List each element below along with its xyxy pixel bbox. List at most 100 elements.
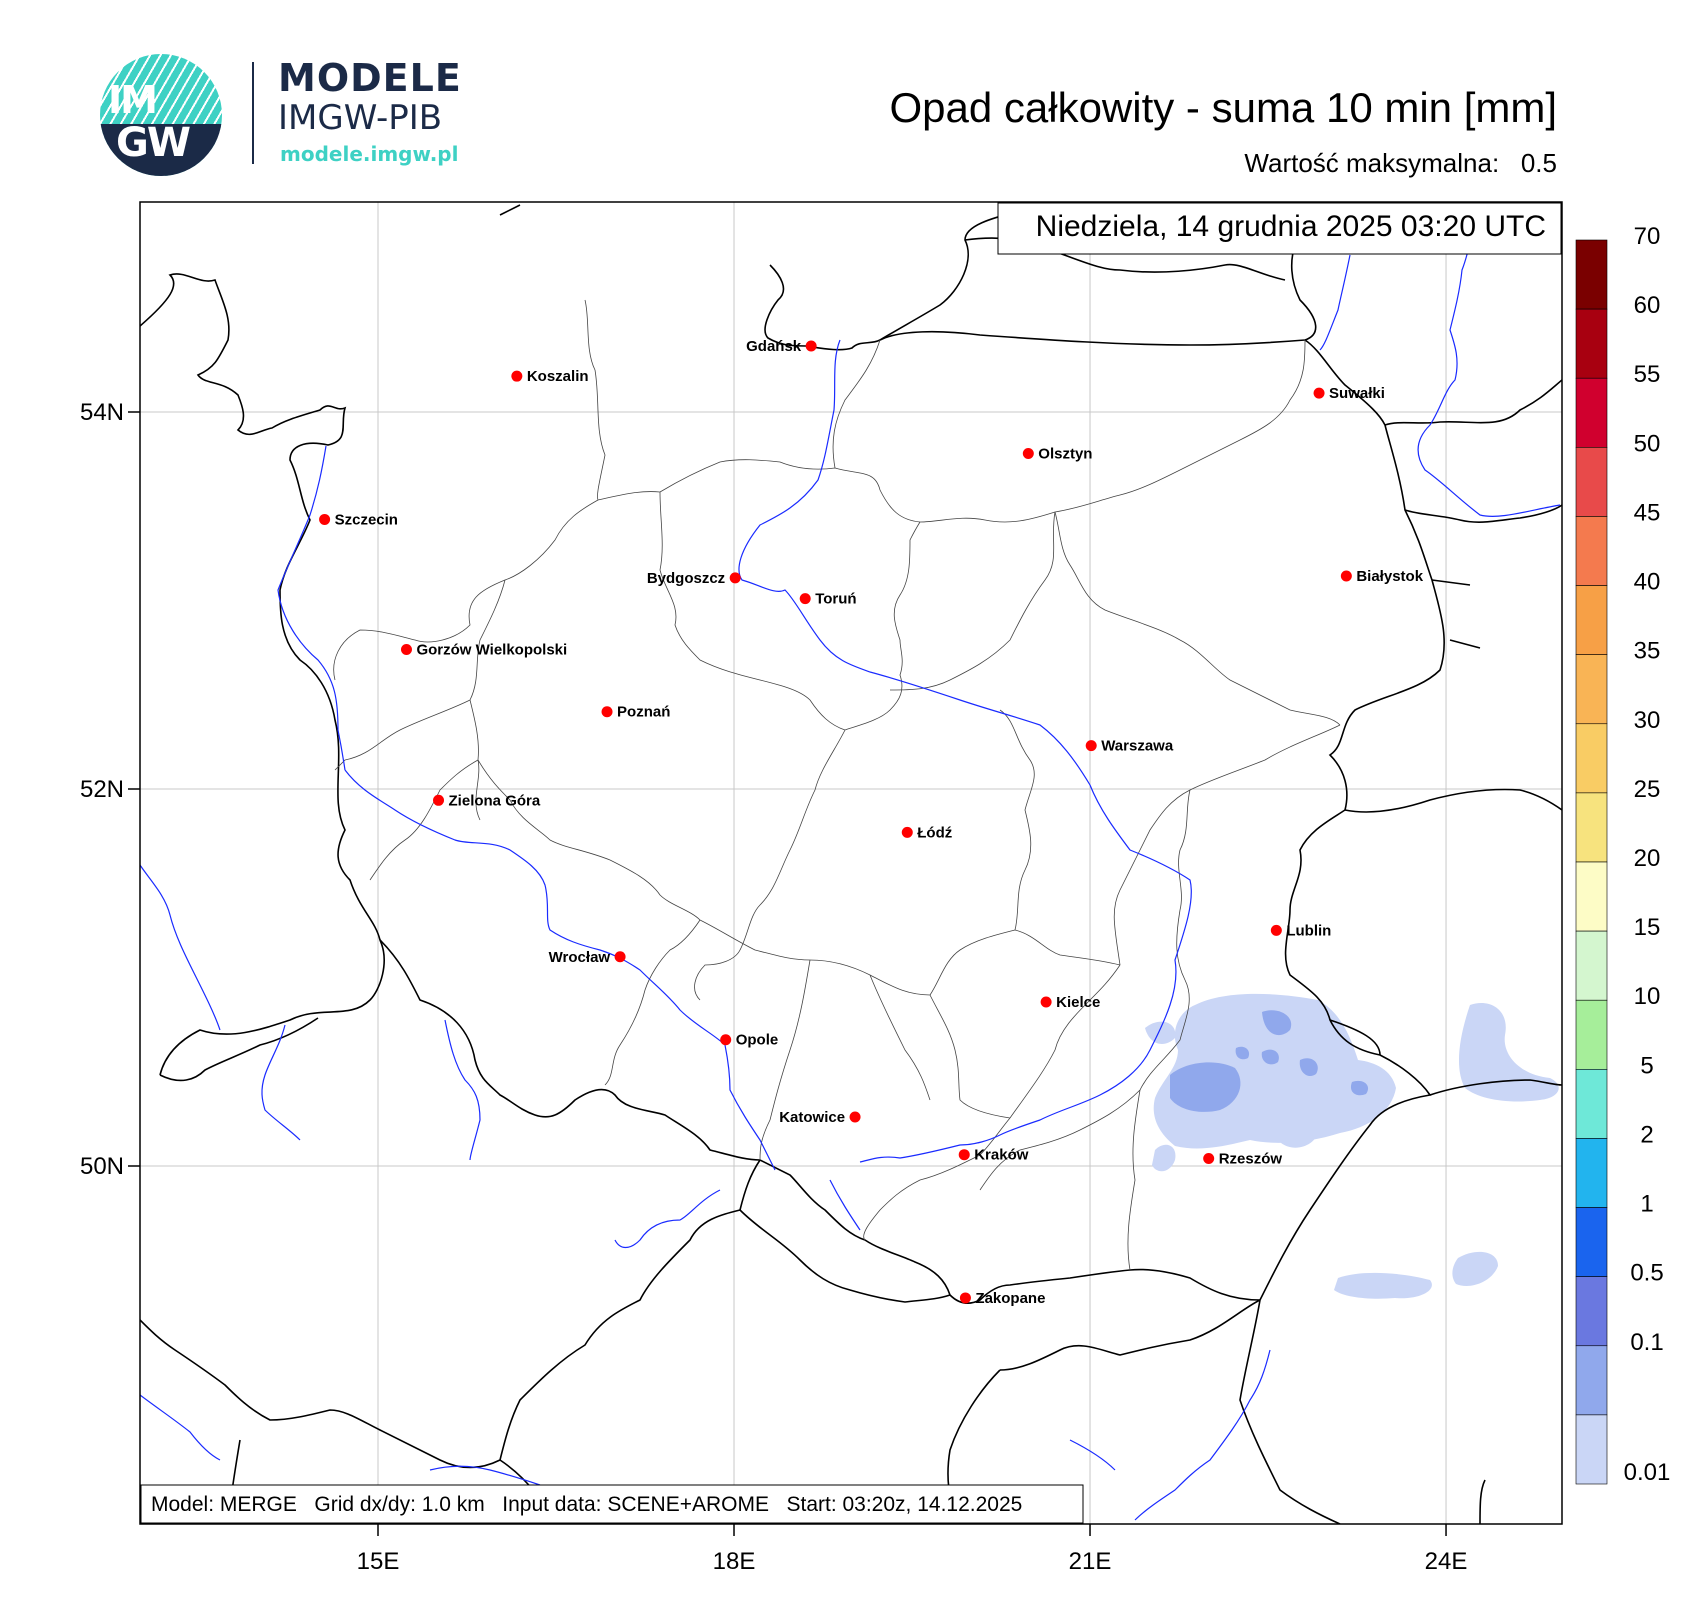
colorbar-label: 25 (1634, 776, 1661, 803)
city-dot (959, 1292, 971, 1304)
model-info: Model: MERGE Grid dx/dy: 1.0 km Input da… (151, 1493, 1022, 1516)
city-dot (1022, 447, 1034, 459)
colorbar-swatch (1575, 447, 1608, 517)
colorbar-swatch (1575, 239, 1608, 310)
imgw-logo-emblem: IM GW (100, 54, 222, 176)
city-suwa-ki: Suwałki (1313, 385, 1385, 402)
city-gorz-w-wielkopolski: Gorzów Wielkopolski (400, 642, 567, 659)
colorbar-swatch (1575, 1345, 1608, 1416)
city-toru-: Toruń (799, 591, 857, 608)
city-dot (958, 1149, 970, 1161)
city-label: Kielce (1056, 994, 1100, 1011)
city-dot (729, 572, 741, 584)
city-bia-ystok: Białystok (1340, 568, 1424, 585)
logo-emblem-top-text: IM (108, 78, 158, 122)
city-label: Rzeszów (1219, 1150, 1283, 1167)
city-kielce: Kielce (1040, 994, 1100, 1011)
city-dot (1340, 570, 1352, 582)
logo-emblem-bottom-text: GW (116, 120, 191, 166)
city-zielona-g-ra: Zielona Góra (433, 792, 541, 809)
colorbar-swatch (1575, 377, 1608, 448)
city-dot (601, 706, 613, 718)
lat-tick-label: 52N (80, 776, 124, 803)
city-label: Szczecin (335, 511, 398, 528)
precip-area-mid-1 (1170, 1062, 1241, 1112)
lon-tick-label: 18E (713, 1548, 756, 1575)
city-katowice: Katowice (779, 1109, 861, 1126)
colorbar-label: 70 (1634, 223, 1661, 250)
colorbar-label: 1 (1640, 1191, 1653, 1218)
city-dot (400, 644, 412, 656)
city-label: Katowice (779, 1109, 845, 1126)
colorbar-swatch (1575, 1069, 1608, 1139)
city-lublin: Lublin (1270, 922, 1331, 939)
lon-tick-label: 21E (1069, 1548, 1112, 1575)
city-dot (1270, 924, 1282, 936)
colorbar-swatch (1575, 585, 1608, 655)
colorbar-label: 10 (1634, 983, 1661, 1010)
city-label: Kraków (974, 1147, 1029, 1164)
date-box: Niedziela, 14 grudnia 2025 03:20 UTC (997, 202, 1562, 255)
city-dot (805, 340, 817, 352)
city-label: Łódź (917, 824, 952, 841)
city-dot (511, 370, 523, 382)
city-label: Bydgoszcz (647, 570, 725, 587)
precip-area-ukraine (1452, 1251, 1498, 1286)
colorbar-label: 0.5 (1630, 1260, 1663, 1287)
city-label: Suwałki (1329, 385, 1385, 402)
imgw-logo: IM GW MODELE IMGW-PIB modele.imgw.pl (100, 50, 520, 180)
map-axes: 15E 18E 21E 24E 54N 52N 50N (80, 399, 1467, 1575)
city-label: Gdańsk (746, 338, 802, 355)
national-borders (140, 204, 1562, 1524)
city-dot (433, 794, 445, 806)
city-label: Lublin (1286, 922, 1331, 939)
precip-area-south (1152, 1144, 1176, 1172)
city-zakopane: Zakopane (959, 1290, 1045, 1307)
logo-separator (252, 62, 254, 164)
lat-tick-label: 50N (80, 1153, 124, 1180)
colorbar-swatch (1575, 654, 1608, 725)
precip-area-slovakia (1334, 1272, 1432, 1299)
colorbar-swatch (1575, 516, 1608, 586)
colorbar-swatch (1575, 1414, 1608, 1485)
city-gda-sk: Gdańsk (746, 338, 817, 355)
colorbar-swatch (1575, 999, 1608, 1070)
city-label: Warszawa (1101, 738, 1174, 755)
city-label: Koszalin (527, 368, 589, 385)
max-value: 0.5 (1520, 148, 1557, 178)
precip-area-mid-2 (1262, 1010, 1292, 1036)
date-label: Niedziela, 14 grudnia 2025 03:20 UTC (1036, 210, 1546, 243)
city-bydgoszcz: Bydgoszcz (647, 570, 741, 587)
city-label: Toruń (815, 591, 856, 608)
colorbar-label: 0.1 (1630, 1329, 1663, 1356)
city-dot (799, 593, 811, 605)
precip-area-mid-3 (1299, 1058, 1318, 1077)
city-pozna-: Poznań (601, 704, 670, 721)
city-dot (1040, 996, 1052, 1008)
city-dot (1313, 387, 1325, 399)
lat-tick-label: 54N (80, 399, 124, 426)
city-dot (901, 826, 913, 838)
city-szczecin: Szczecin (319, 511, 398, 528)
colorbar-label: 50 (1634, 430, 1661, 457)
map-title: Opad całkowity - suma 10 min [mm] (889, 84, 1557, 131)
city-label: Białystok (1356, 568, 1423, 585)
colorbar-label: 2 (1640, 1121, 1653, 1148)
colorbar: 70 60 55 50 45 40 35 30 25 20 15 10 5 2 1 0.5 0.1 0.01 (1575, 223, 1670, 1486)
city-wroc-aw: Wrocław (549, 949, 626, 966)
colorbar-label: 5 (1640, 1052, 1653, 1079)
precip-area-east (1458, 1003, 1559, 1102)
precip-area-mid-4 (1261, 1049, 1279, 1065)
colorbar-swatch (1575, 1207, 1608, 1277)
city-label: Zielona Góra (449, 792, 541, 809)
max-value-label: Wartość maksymalna: (1244, 148, 1500, 178)
precip-area-mid-5 (1350, 1080, 1369, 1096)
colorbar-label: 55 (1634, 361, 1661, 388)
city-label: Wrocław (549, 949, 611, 966)
colorbar-label: 35 (1634, 638, 1661, 665)
city-dot (849, 1111, 861, 1123)
precip-area-rzeszow (1278, 1117, 1319, 1148)
colorbar-label: 20 (1634, 845, 1661, 872)
precipitation-areas (1145, 993, 1559, 1299)
